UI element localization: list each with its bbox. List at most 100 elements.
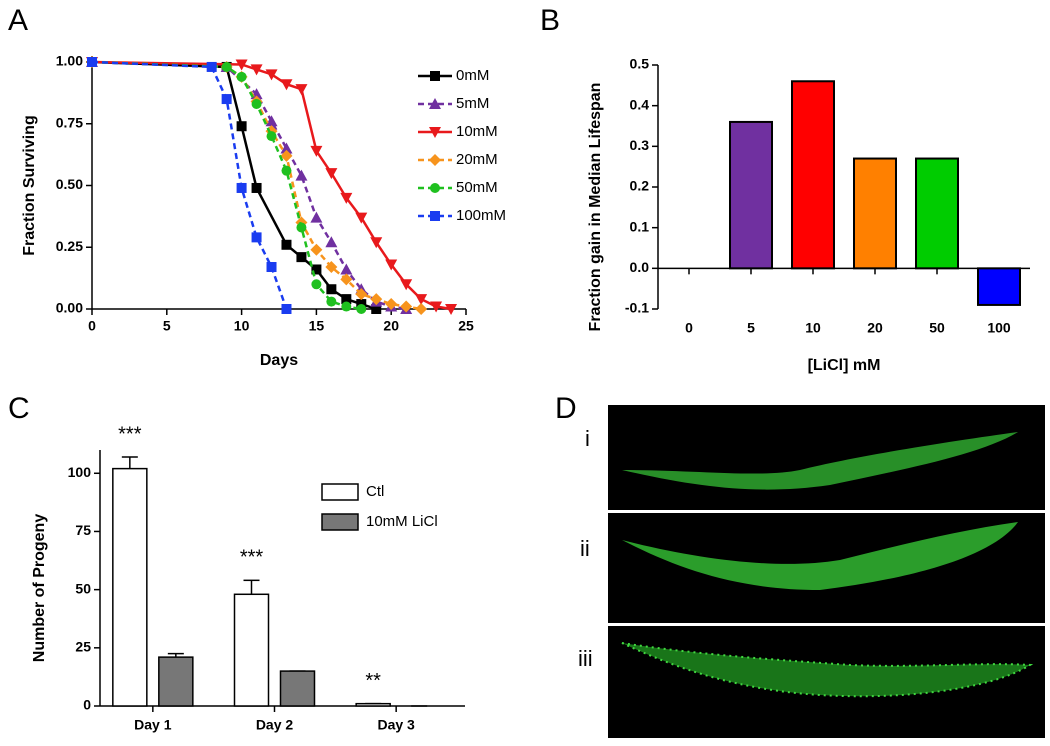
y-tick-label: 0.2	[630, 178, 650, 194]
marker	[325, 168, 338, 180]
marker	[310, 145, 323, 157]
panel-label: B	[540, 4, 560, 37]
panel-label: D	[555, 392, 577, 425]
bar	[355, 702, 391, 707]
y-tick-label: 0.00	[56, 300, 83, 316]
x-tick-label: 5	[163, 318, 171, 334]
legend-label: 0mM	[456, 67, 489, 84]
marker	[370, 237, 383, 249]
x-axis-title: [LiCl] mM	[808, 357, 881, 374]
x-axis-title: Days	[260, 352, 298, 369]
marker	[266, 131, 277, 142]
y-tick-label: 0.5	[630, 56, 650, 72]
marker	[236, 71, 247, 82]
x-tick-label: Day 3	[377, 717, 415, 733]
panel-label: A	[8, 4, 28, 37]
x-tick-label: 15	[309, 318, 325, 334]
marker	[295, 169, 308, 181]
marker	[266, 262, 277, 273]
marker	[325, 261, 338, 274]
bar	[791, 80, 835, 270]
x-tick-label: Day 1	[134, 717, 172, 733]
marker	[236, 121, 247, 132]
legend-label: 10mM LiCl	[366, 513, 438, 530]
y-tick-label: 0.25	[56, 238, 83, 254]
y-tick-label: 0.1	[630, 218, 650, 234]
marker	[310, 211, 323, 223]
marker	[340, 273, 353, 286]
y-tick-label: -0.1	[625, 300, 649, 316]
marker	[311, 279, 322, 290]
annotation: **	[365, 670, 381, 692]
marker	[371, 304, 382, 314]
marker	[311, 264, 322, 275]
legend-swatch	[321, 513, 359, 531]
bar	[853, 157, 897, 270]
marker	[281, 165, 292, 176]
x-tick-label: 0	[685, 320, 693, 336]
marker	[370, 293, 383, 306]
micrographs: i ii iii	[578, 405, 1045, 738]
y-tick-label: 0.0	[630, 259, 650, 275]
marker	[236, 182, 247, 193]
x-tick-label: 10	[805, 320, 821, 336]
marker	[341, 294, 352, 305]
marker	[296, 252, 307, 263]
y-axis-title: Number of Progeny	[31, 514, 48, 663]
marker	[385, 259, 398, 271]
marker	[341, 301, 352, 312]
y-tick-label: 0.4	[630, 96, 650, 112]
marker	[281, 304, 292, 314]
y-axis-title: Fraction Surviving	[21, 115, 38, 255]
legend-label: 5mM	[456, 95, 489, 112]
bar	[915, 157, 959, 270]
x-tick-label: 25	[458, 318, 474, 334]
marker	[296, 222, 307, 233]
marker	[430, 71, 440, 81]
worm	[621, 642, 1034, 698]
marker	[310, 243, 323, 256]
series-line	[91, 60, 362, 311]
marker	[221, 61, 232, 72]
y-axis-title: Fraction gain in Median Lifespan	[587, 83, 604, 332]
marker	[445, 304, 458, 315]
marker	[385, 298, 398, 311]
marker	[250, 64, 263, 76]
marker	[87, 57, 97, 67]
series-line	[91, 60, 377, 311]
y-tick-label: 0.75	[56, 114, 83, 130]
x-tick-label: 5	[747, 320, 755, 336]
x-tick-label: 20	[867, 320, 883, 336]
marker	[221, 94, 232, 105]
marker	[430, 211, 440, 221]
marker	[251, 182, 262, 193]
x-tick-label: 100	[987, 320, 1011, 336]
marker	[429, 98, 441, 109]
marker	[356, 304, 367, 314]
marker	[430, 301, 443, 313]
marker	[355, 212, 368, 224]
marker	[265, 69, 278, 81]
marker	[415, 303, 428, 315]
row-label: i	[585, 426, 590, 451]
marker	[429, 127, 441, 138]
bar	[233, 593, 270, 707]
y-tick-label: 50	[75, 580, 91, 596]
worm	[622, 432, 1018, 490]
marker	[326, 296, 337, 307]
marker	[340, 263, 353, 275]
x-tick-label: 10	[234, 318, 250, 334]
marker	[280, 142, 293, 154]
worm	[622, 522, 1018, 590]
marker	[400, 300, 413, 313]
marker	[295, 84, 308, 96]
marker	[280, 149, 293, 162]
bar	[158, 656, 194, 707]
marker	[265, 115, 278, 127]
marker	[430, 183, 440, 193]
legend-swatch	[321, 483, 359, 501]
series-line	[91, 60, 407, 311]
x-tick-label: 20	[383, 318, 399, 334]
y-tick-label: 0.50	[56, 176, 83, 192]
